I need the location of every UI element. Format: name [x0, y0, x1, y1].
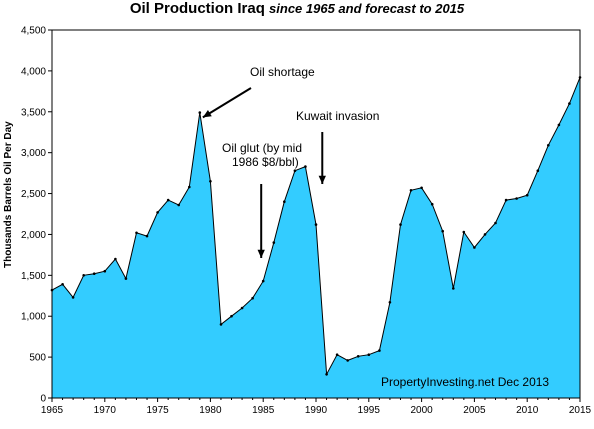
x-tick-label: 1965 [41, 405, 64, 416]
data-point [547, 144, 550, 147]
y-tick-label: 4,500 [21, 26, 46, 37]
annotation-oil-shortage: Oil shortage [250, 65, 315, 79]
watermark: PropertyInvesting.net Dec 2013 [381, 375, 550, 389]
x-tick-label: 2005 [463, 405, 486, 416]
arrow-layer [202, 87, 326, 258]
data-point [177, 203, 180, 207]
production-area [51, 77, 581, 399]
arrow-head [202, 109, 212, 118]
data-point [494, 221, 497, 225]
data-point [441, 229, 445, 233]
y-tick-label: 2,500 [21, 189, 46, 200]
data-point [304, 165, 307, 168]
data-point [504, 198, 508, 202]
annotation-oil-glut-line2: 1986 $8/bbl) [232, 155, 299, 169]
arrow-shaft [202, 87, 252, 119]
data-point [473, 246, 476, 249]
data-point [198, 111, 202, 114]
arrow-head [257, 249, 265, 258]
data-point [114, 257, 117, 261]
data-point [536, 169, 540, 172]
data-point [124, 277, 128, 280]
data-point [230, 314, 233, 318]
area-layer [50, 76, 582, 399]
data-point [61, 283, 64, 286]
data-point [251, 296, 254, 300]
data-point [409, 189, 413, 192]
data-point [525, 193, 529, 197]
annotation-oil-glut-line1: Oil glut (by mid [222, 141, 303, 155]
data-point [103, 269, 107, 273]
x-tick-label: 1980 [199, 405, 222, 416]
data-point [399, 223, 402, 226]
annotation-kuwait-invasion: Kuwait invasion [296, 109, 380, 123]
arrow-oil-glut [257, 184, 265, 258]
chart-title-main: Oil Production Iraq [129, 0, 265, 17]
data-point [188, 185, 191, 189]
data-point [356, 355, 360, 358]
data-point [71, 296, 75, 299]
data-point [272, 241, 276, 244]
x-tick-label: 1985 [252, 405, 275, 416]
data-point [283, 200, 286, 203]
data-point [483, 233, 487, 236]
data-point [430, 202, 434, 206]
y-tick-label: 3,000 [21, 148, 46, 159]
x-tick-label: 2000 [410, 405, 433, 416]
x-tick-label: 1995 [358, 405, 381, 416]
x-tick-label: 1990 [305, 405, 328, 416]
data-point [135, 231, 138, 235]
arrow-kuwait-invasion [318, 132, 326, 184]
data-point [325, 373, 328, 376]
axes-layer: 0 500 1,000 1,500 2,000 2,500 3,000 3,500 4,000 4… [21, 26, 592, 417]
arrow-head [318, 175, 326, 184]
x-tick-label: 2010 [516, 405, 539, 416]
x-tick-label: 2015 [569, 405, 592, 416]
data-point [293, 169, 297, 172]
chart-subtitle: since 1965 and forecast to 2015 [269, 1, 465, 16]
data-point [156, 211, 159, 214]
data-point [240, 306, 244, 310]
data-point [166, 198, 170, 202]
chart-title: Oil Production Iraq since 1965 and forec… [0, 0, 594, 17]
data-point [515, 197, 518, 200]
y-tick-label: 500 [29, 353, 46, 364]
data-point [145, 234, 149, 238]
data-point [378, 349, 381, 352]
y-tick-label: 4,000 [21, 66, 46, 77]
data-point [388, 301, 392, 304]
data-point [557, 123, 561, 127]
y-tick-label: 1,000 [21, 312, 46, 323]
data-point [420, 186, 423, 190]
data-point [92, 272, 96, 276]
data-point [452, 287, 455, 290]
x-tick-label: 1975 [146, 405, 169, 416]
data-point [261, 279, 265, 283]
y-axis-label: Thousands Barrels Oil Per Day [3, 121, 14, 268]
arrow-oil-shortage [202, 87, 252, 119]
y-tick-label: 2,000 [21, 230, 46, 241]
y-tick-label: 1,500 [21, 271, 46, 282]
data-point [367, 353, 371, 357]
data-point [82, 274, 85, 277]
y-tick-label: 0 [40, 394, 46, 405]
data-point [568, 102, 571, 105]
data-point [462, 230, 466, 234]
data-point [314, 223, 318, 226]
y-tick-label: 3,500 [21, 107, 46, 118]
data-point [209, 180, 212, 183]
data-point [219, 323, 223, 326]
data-point [335, 353, 339, 357]
x-tick-label: 1970 [94, 405, 117, 416]
data-point [346, 359, 350, 362]
